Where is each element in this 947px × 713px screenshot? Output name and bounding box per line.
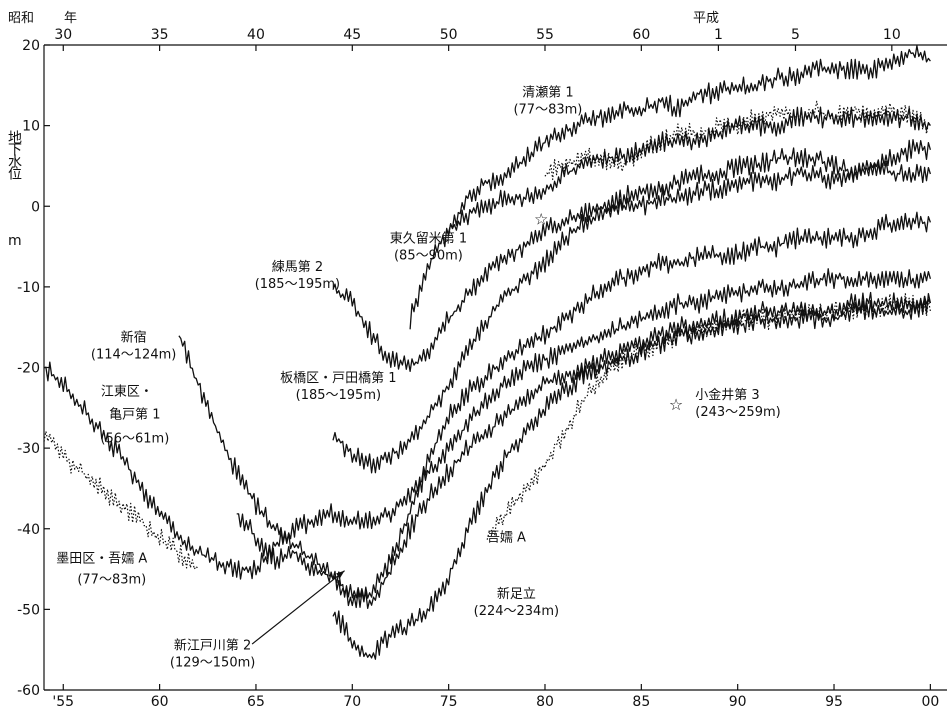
y-tick-label: -10 [17, 280, 40, 296]
series-label-depth: (114～124m) [91, 348, 176, 363]
x-tick-label: 70 [343, 694, 361, 710]
series-line [43, 430, 199, 570]
series-label-depth: (77～83m) [513, 103, 582, 118]
labels-layer: 清瀬第 1 (77～83m) 東久留米第 1 (85～90m) 練馬第 2 (185～19… [56, 86, 780, 671]
top-tick-label: 5 [791, 27, 800, 43]
series-layer [43, 45, 932, 660]
top-tick-label: 1 [714, 27, 723, 43]
star-marker: ☆ [534, 209, 548, 228]
series-label-name: 新宿 [121, 330, 147, 346]
series-label-name: 新足立 [497, 586, 536, 602]
y-tick-label: 10 [22, 119, 40, 135]
series-line [447, 45, 931, 233]
series-label-depth: (129～150m) [170, 656, 255, 671]
series-label-name: 新江戸川第 2 [174, 638, 251, 654]
x-tick-label: 95 [825, 694, 843, 710]
series-label-depth: (77～83m) [77, 573, 146, 588]
pointer-arrow-line [251, 570, 345, 645]
era-year-unit-label: 年 [64, 11, 77, 26]
star-marker: ☆ [669, 395, 683, 414]
y-axis-unit: m [8, 233, 22, 249]
series-label-name: 清瀬第 1 [522, 86, 573, 101]
series-label-name: 亀戸第 1 [109, 407, 160, 422]
series-label-depth: (243～259m) [695, 405, 780, 420]
x-tick-label: '55 [52, 694, 74, 710]
series-label-name: 墨田区・吾嬬 A [56, 552, 147, 567]
y-tick-label: -40 [17, 522, 40, 538]
top-tick-label: 45 [343, 27, 361, 43]
y-tick-label: -50 [17, 602, 40, 618]
series-label-name: 板橋区・戸田橋第 1 [280, 371, 396, 386]
series-label-depth: (56～61m) [100, 431, 169, 446]
y-tick-label: 20 [22, 38, 40, 54]
top-tick-label: 55 [536, 27, 554, 43]
series-label-name: 東久留米第 1 [390, 231, 467, 247]
series-label-depth: (85～90m) [394, 249, 463, 264]
series-label-depth: (185～195m) [255, 277, 340, 292]
era-showa-label: 昭和 [8, 11, 34, 26]
series-label-name: 練馬第 2 [272, 260, 323, 275]
series-label-name: 吾嬬 A [487, 531, 526, 546]
series-label-name: 小金井第 3 [695, 387, 759, 403]
x-tick-label: 00 [921, 694, 939, 710]
x-tick-label: 90 [729, 694, 747, 710]
era-heisei-label: 平成 [693, 11, 719, 26]
series-line [332, 159, 932, 474]
series-line [486, 293, 931, 540]
pointer-arrow-head [336, 570, 345, 579]
series-label-name: 江東区・ [101, 384, 153, 400]
y-tick-label: -20 [17, 361, 40, 377]
series-line [236, 291, 931, 610]
series-line [409, 106, 931, 330]
x-tick-label: 75 [440, 694, 458, 710]
top-tick-label: 40 [247, 27, 265, 43]
series-line [332, 139, 932, 373]
top-tick-label: 10 [883, 27, 901, 43]
top-tick-label: 35 [151, 27, 169, 43]
y-axis-label-text: 地下水位 [6, 130, 22, 180]
x-tick-label: 60 [151, 694, 169, 710]
x-tick-label: 65 [247, 694, 265, 710]
x-tick-label: 80 [536, 694, 554, 710]
series-line [178, 211, 932, 609]
series-label-depth: (224～234m) [474, 604, 559, 619]
y-tick-label: -30 [17, 441, 40, 457]
x-tick-label: 85 [632, 694, 650, 710]
y-tick-label: -60 [17, 683, 40, 699]
y-tick-label: 0 [31, 199, 40, 215]
top-tick-label: 50 [440, 27, 458, 43]
series-line [43, 268, 932, 580]
top-tick-label: 30 [54, 27, 72, 43]
top-tick-label: 60 [632, 27, 650, 43]
y-axis-label: 地下水位 [6, 130, 22, 180]
series-label-depth: (185～195m) [296, 388, 381, 403]
series-line [332, 292, 932, 660]
